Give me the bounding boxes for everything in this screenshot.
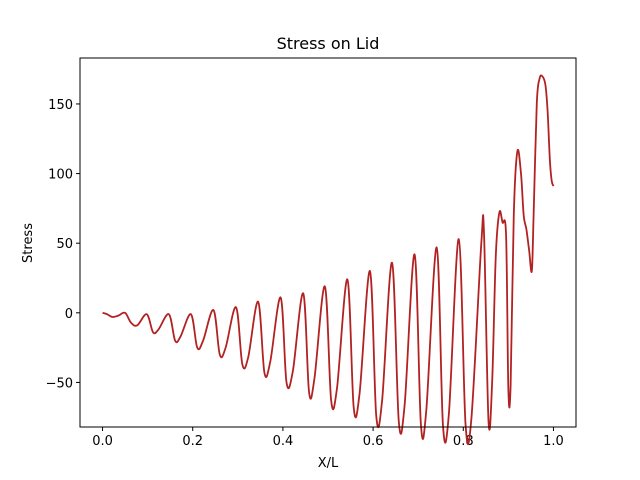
y-axis-ticks: −50 0 50 100 150 (46, 98, 80, 391)
y-tick-label: 100 (48, 168, 73, 183)
y-tick-label: 50 (56, 237, 73, 252)
y-tick-label: 0 (65, 307, 73, 322)
x-tick-label: 0.2 (182, 434, 203, 449)
x-tick-label: 0.8 (453, 434, 474, 449)
x-axis-ticks: 0.0 0.2 0.4 0.6 0.8 1.0 (92, 427, 564, 449)
stress-series-line (102, 74, 555, 446)
chart-title: Stress on Lid (277, 34, 380, 53)
x-tick-label: 0.0 (92, 434, 113, 449)
y-tick-label: 150 (48, 98, 73, 113)
plot-area-frame (79, 57, 577, 428)
x-tick-label: 0.4 (273, 434, 294, 449)
series-layer (102, 74, 555, 446)
y-tick-label: −50 (46, 376, 73, 391)
x-tick-label: 0.6 (363, 434, 384, 449)
y-axis-label: Stress (21, 223, 36, 263)
x-axis-label: X/L (318, 456, 339, 471)
x-tick-label: 1.0 (543, 434, 564, 449)
